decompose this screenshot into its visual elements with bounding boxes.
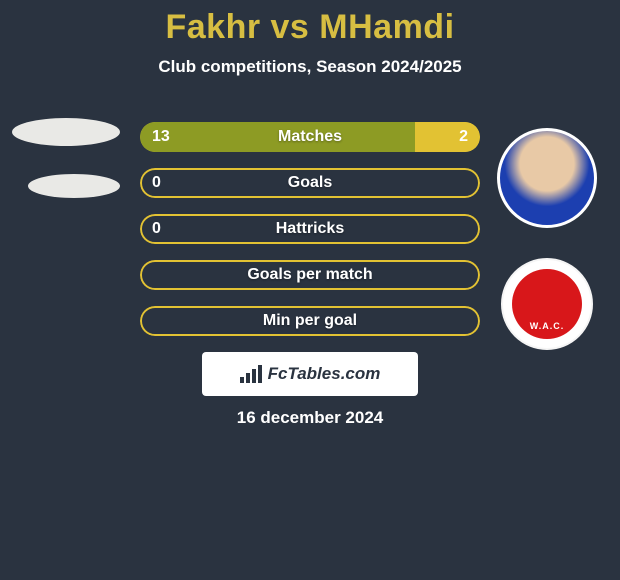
date-text: 16 december 2024 [237, 408, 384, 428]
right-player-photo [497, 128, 597, 228]
stat-bars: Matches132Goals0Hattricks0Goals per matc… [140, 122, 480, 352]
bars-chart-icon [240, 365, 262, 383]
bar-label: Hattricks [140, 214, 480, 244]
bar-label: Goals per match [140, 260, 480, 290]
wac-badge-text: W.A.C. [512, 321, 582, 331]
wac-badge-inner: W.A.C. [512, 269, 582, 339]
bar-value-left: 0 [152, 214, 161, 244]
attribution-text: FcTables.com [268, 364, 381, 384]
page-title: Fakhr vs MHamdi [0, 0, 620, 47]
stat-bar-row: Goals0 [140, 168, 480, 198]
stat-bar-row: Min per goal [140, 306, 480, 336]
bar-value-left: 13 [152, 122, 170, 152]
right-club-badge: W.A.C. [501, 258, 593, 350]
stat-bar-row: Hattricks0 [140, 214, 480, 244]
left-player-avatars [6, 118, 126, 198]
bar-value-right: 2 [459, 122, 468, 152]
left-avatar-1-placeholder [12, 118, 120, 146]
right-player-avatars: W.A.C. [492, 128, 602, 350]
bar-label: Min per goal [140, 306, 480, 336]
left-avatar-2-placeholder [28, 174, 120, 198]
attribution-badge: FcTables.com [202, 352, 418, 396]
subtitle: Club competitions, Season 2024/2025 [0, 57, 620, 77]
stat-bar-row: Goals per match [140, 260, 480, 290]
bar-value-left: 0 [152, 168, 161, 198]
stat-bar-row: Matches13 2 [140, 122, 480, 152]
bar-label: Goals [140, 168, 480, 198]
bar-label: Matches [140, 122, 480, 152]
